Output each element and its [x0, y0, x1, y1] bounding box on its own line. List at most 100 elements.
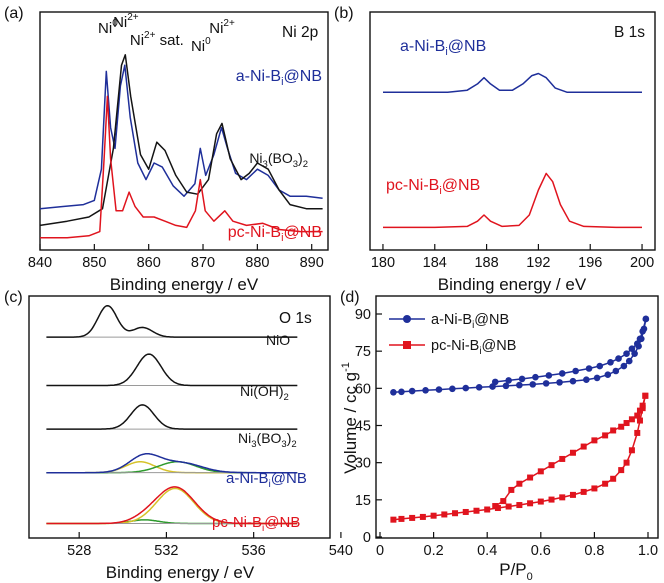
panel-c-xtick-label: 528	[67, 543, 91, 559]
panel-c-xtick-label: 540	[329, 543, 353, 559]
panel-d-series-0-point	[491, 378, 499, 386]
panel-d-series-0-point	[462, 384, 470, 392]
panel-a-legend-0-sub: i	[281, 76, 283, 88]
panel-d-series-0-point	[631, 350, 638, 357]
panel-d-series-1-point	[591, 437, 598, 444]
panel-c-legend-1-sub: 2	[284, 392, 289, 403]
panel-d-legend-label-0-main: a-Ni-B	[431, 312, 472, 328]
panel-d-series-0-desorption-line	[495, 318, 647, 383]
panel-d-series-1-point	[639, 402, 646, 409]
panel-c-title: O 1s	[279, 310, 312, 327]
panel-d-legend-label-1-main: pc-Ni-B	[431, 338, 479, 354]
panel-d-series-1-point	[527, 474, 534, 481]
panel-d-series-1-point	[569, 449, 576, 456]
panel-b-letter: (b)	[334, 5, 354, 22]
panel-d-series-0-point	[642, 315, 650, 323]
panel-d-series-1-point	[634, 429, 641, 436]
panel-a: (a) 840 850 860 870 880 890 Ni 2p Ni0Ni2+Ni2+…	[4, 5, 329, 294]
panel-d-xtick-label: 0.2	[424, 543, 444, 559]
panel-d-series-0-point	[628, 345, 636, 352]
panel-a-legend-1-tail: (BO	[268, 150, 293, 166]
panel-b-frame	[369, 11, 656, 251]
panel-d-legend-label-1: pc-Ni-Bi@NB	[431, 338, 516, 357]
panel-d-series-1-point	[618, 467, 625, 474]
panel-d-series-0-point	[569, 377, 577, 385]
panel-c-xlabel: Binding energy / eV	[106, 563, 255, 582]
panel-a-xlabel: Binding energy / eV	[110, 275, 259, 294]
panel-a-annotation-text: Ni	[191, 38, 205, 55]
panel-a-annotation-0: Ni0	[98, 18, 118, 37]
panel-a-xtick-label: 840	[28, 255, 52, 271]
panel-d-series-1-point	[559, 494, 566, 501]
panel-d-series-1-point	[537, 498, 544, 505]
panel-d-xtick-label: 1.0	[638, 543, 658, 559]
panel-d-ytick-label: 0	[363, 530, 371, 546]
panel-b-legend-1-sub: i	[439, 185, 441, 197]
panel-d-series-1-point	[500, 498, 507, 505]
panel-d-legend-label-0-tail: @NB	[474, 312, 509, 328]
panel-a-xtick-label: 890	[300, 255, 324, 271]
panel-d-ytick-label: 15	[355, 493, 371, 509]
panel-c-series-0	[46, 304, 298, 338]
panel-b-legend-1: pc-Ni-Bi@NB	[386, 177, 480, 197]
panel-c-frame	[28, 295, 331, 539]
panel-a-annotation-1: Ni2+	[113, 12, 139, 31]
panel-d-series-0-point	[625, 357, 633, 365]
panel-a-xtick-label: 860	[137, 255, 161, 271]
panel-d-legend-label-0: a-Ni-Bi@NB	[431, 312, 509, 331]
panel-d-series-1-point	[623, 459, 630, 466]
panel-a-legend-2-tail: @NB	[284, 224, 322, 241]
panel-d-series-0-point	[516, 381, 523, 389]
panel-d-series-1-point	[569, 491, 576, 498]
panel-d-xlabel-sub: 0	[527, 571, 533, 583]
panel-d-ylabel-main: Volume / cc g	[341, 372, 360, 474]
panel-d-series-0-point	[545, 372, 553, 379]
panel-c-legend-3: a-Ni-Bi@NB	[226, 470, 307, 490]
panel-b-legend-0: a-Ni-Bi@NB	[400, 38, 486, 58]
panel-c-series-6	[46, 486, 298, 525]
panel-c-legend-1-main: Ni(OH)	[240, 383, 284, 399]
panel-b-xtick-label: 200	[630, 255, 654, 271]
panel-c-legend-3-sub: i	[269, 479, 271, 490]
panel-a-letter: (a)	[4, 5, 24, 22]
panel-d-letter: (d)	[340, 289, 360, 306]
panel-b-ticks: 180 184 188 192 196 200	[371, 244, 654, 271]
panel-d-series-1-point	[580, 488, 587, 495]
panel-d-series-0-point	[502, 382, 510, 390]
panel-d-series-0-point	[475, 384, 483, 391]
panel-d-series-1-point	[634, 412, 641, 419]
panel-d-series-1-point	[516, 502, 523, 509]
panel-c-plot	[46, 304, 298, 525]
panel-c-legend-2-sub: 3	[251, 439, 256, 450]
panel-d-series-1-point	[548, 496, 555, 503]
panel-c-legend-2-sub2: 3	[281, 439, 286, 450]
panel-a-frame	[39, 11, 329, 251]
panel-c-xtick-label: 532	[154, 543, 178, 559]
panel-d-ytick-label: 60	[355, 381, 371, 397]
panel-c-legend-2-tail: (BO	[257, 430, 282, 446]
panel-d-series-1-point	[628, 447, 635, 454]
panel-c-series-1	[46, 353, 298, 387]
panel-d-series-0-point	[612, 367, 620, 375]
panel-a-legend-2-sub: i	[281, 232, 283, 244]
panel-c-series-3	[46, 453, 298, 474]
panel-d-series-0-point	[639, 328, 646, 335]
panel-b-xtick-label: 180	[371, 255, 395, 271]
panel-b-legend-0-sub: i	[445, 46, 447, 58]
panel-b-xtick-label: 192	[526, 255, 550, 271]
panel-d-xtick-label: 0	[376, 543, 384, 559]
panel-c-legend-4-tail: @NB	[264, 514, 300, 531]
panel-d-xtick-label: 0.8	[584, 543, 604, 559]
panel-d-series-1-point	[390, 516, 397, 523]
panel-d-ytick-label: 30	[355, 456, 371, 472]
panel-d-series-1-point	[452, 510, 459, 517]
panel-d-series-1-point	[548, 462, 555, 469]
panel-d-series-1-point	[462, 508, 469, 515]
panel-a-plot	[39, 54, 323, 239]
panel-d-series-1-point	[623, 420, 630, 427]
panel-d-series-0-point	[620, 362, 628, 370]
panel-d-series-0-point	[435, 386, 443, 393]
panel-d-series-1-point	[628, 416, 635, 423]
panel-b-title: B 1s	[614, 24, 645, 41]
